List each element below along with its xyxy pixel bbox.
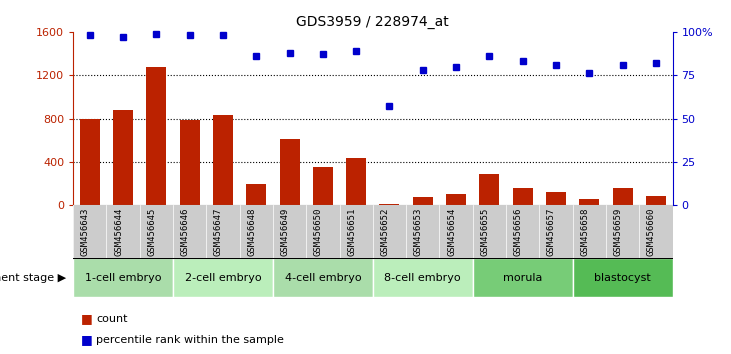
Bar — [572, 258, 673, 297]
Bar — [546, 192, 566, 205]
Bar — [413, 197, 433, 205]
Bar — [246, 184, 266, 205]
Text: GSM456644: GSM456644 — [114, 208, 123, 256]
Text: 8-cell embryo: 8-cell embryo — [385, 273, 461, 283]
Bar — [73, 258, 173, 297]
Bar — [613, 188, 632, 205]
Text: GSM456643: GSM456643 — [80, 208, 90, 256]
Bar — [379, 204, 399, 205]
Text: 4-cell embryo: 4-cell embryo — [284, 273, 361, 283]
Text: GSM456651: GSM456651 — [347, 208, 356, 256]
Title: GDS3959 / 228974_at: GDS3959 / 228974_at — [297, 16, 449, 29]
Text: GSM456656: GSM456656 — [514, 208, 523, 256]
Text: 2-cell embryo: 2-cell embryo — [185, 273, 261, 283]
Bar — [446, 194, 466, 205]
Bar — [512, 188, 533, 205]
Bar — [473, 258, 572, 297]
Bar — [579, 199, 599, 205]
Text: GSM456654: GSM456654 — [447, 208, 456, 256]
Text: GSM456660: GSM456660 — [647, 208, 656, 256]
Text: 1-cell embryo: 1-cell embryo — [85, 273, 162, 283]
Bar — [180, 120, 200, 205]
Text: ■: ■ — [80, 333, 92, 346]
Text: GSM456649: GSM456649 — [281, 208, 289, 256]
Bar — [113, 110, 133, 205]
Text: GSM456648: GSM456648 — [247, 208, 257, 256]
Bar — [373, 258, 473, 297]
Bar — [173, 258, 273, 297]
Text: ■: ■ — [80, 312, 92, 325]
Text: GSM456646: GSM456646 — [181, 208, 189, 256]
Bar — [313, 167, 333, 205]
Text: percentile rank within the sample: percentile rank within the sample — [96, 335, 284, 345]
Bar — [80, 119, 99, 205]
Text: count: count — [96, 314, 128, 324]
Text: blastocyst: blastocyst — [594, 273, 651, 283]
Bar — [480, 174, 499, 205]
Text: GSM456659: GSM456659 — [613, 208, 623, 256]
Text: development stage ▶: development stage ▶ — [0, 273, 66, 283]
Bar — [279, 139, 300, 205]
Text: GSM456657: GSM456657 — [547, 208, 556, 256]
Bar — [213, 115, 233, 205]
Text: GSM456650: GSM456650 — [314, 208, 323, 256]
Text: GSM456653: GSM456653 — [414, 208, 423, 256]
Text: GSM456645: GSM456645 — [148, 208, 156, 256]
Text: GSM456652: GSM456652 — [380, 208, 390, 256]
Bar — [346, 158, 366, 205]
Text: morula: morula — [503, 273, 542, 283]
Bar — [646, 195, 666, 205]
Text: GSM456647: GSM456647 — [214, 208, 223, 256]
Text: GSM456655: GSM456655 — [480, 208, 489, 256]
Bar — [273, 258, 373, 297]
Bar — [146, 67, 167, 205]
Text: GSM456658: GSM456658 — [580, 208, 589, 256]
